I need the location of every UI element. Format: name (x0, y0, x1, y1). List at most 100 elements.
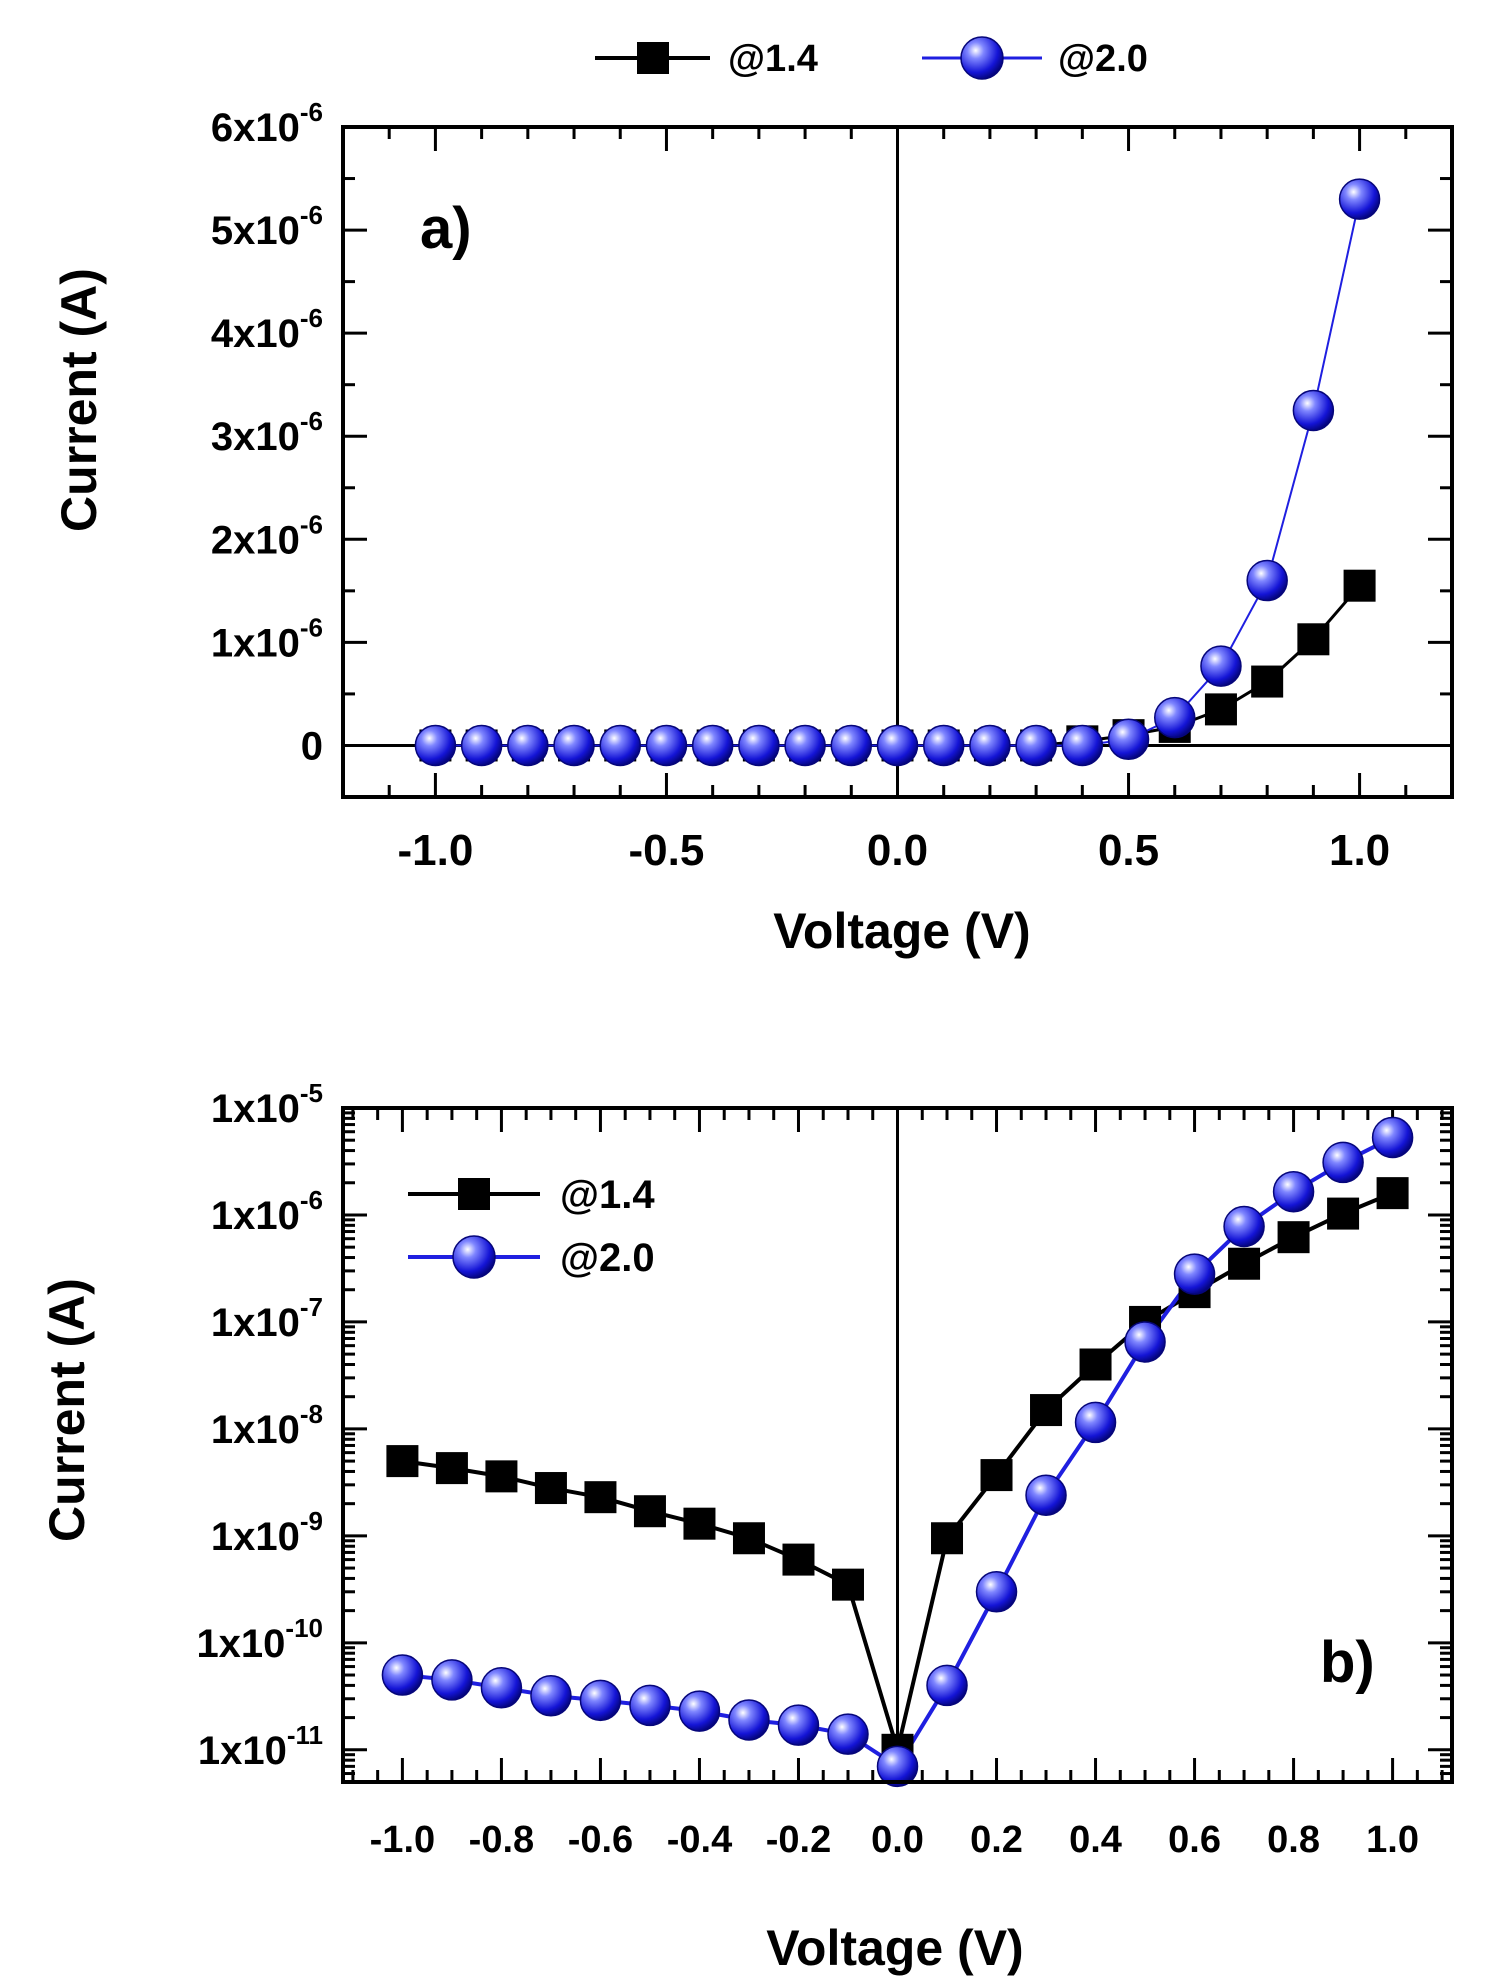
data-point-sphere (1200, 645, 1242, 687)
data-point-square (1277, 1221, 1310, 1254)
plot-frame-a (341, 125, 1454, 799)
legend-top: @1.4 @2.0 (595, 36, 1148, 80)
data-point-square (633, 1495, 666, 1528)
data-point-sphere (1154, 696, 1196, 739)
x-tick-label: 1.0 (1329, 826, 1390, 875)
legend-marker-square-b (458, 1178, 490, 1210)
data-point-sphere (629, 1684, 671, 1727)
data-point-sphere (1272, 1170, 1315, 1213)
data-point-sphere (830, 724, 873, 767)
legend-item-series-1: @1.4 (595, 38, 818, 80)
data-point-sphere (645, 724, 688, 767)
data-point-sphere (530, 1675, 572, 1717)
data-point-square (386, 1445, 419, 1478)
panel-label-b: b) (1320, 1630, 1375, 1695)
x-tick-label: 0.0 (867, 826, 928, 875)
data-point-sphere (381, 1654, 424, 1696)
panel-label-a: a) (420, 196, 472, 261)
data-point-sphere (1223, 1205, 1265, 1248)
data-point-sphere (431, 1659, 473, 1701)
data-point-sphere (1015, 724, 1057, 767)
y-tick-label: 1x10-6 (211, 1185, 323, 1238)
x-axis-label-b: Voltage (V) (766, 1920, 1023, 1976)
data-point-sphere (1025, 1474, 1067, 1516)
chart-panel-a: @1.4 @2.0 -1.0 -0.5 0.0 0.5 1.0 0 1x10-6 2x10-6… (51, 36, 1454, 959)
data-point-sphere (926, 1664, 968, 1707)
x-tick-label: 0.0 (871, 1819, 924, 1861)
data-point-sphere (1292, 389, 1335, 432)
legend-marker-sphere-b (452, 1235, 496, 1279)
legend-label-series-1: @1.4 (728, 38, 818, 80)
legend-label-series-2-b: @2.0 (560, 1236, 655, 1280)
y-tick-label: 4x10-6 (211, 303, 323, 356)
data-point-sphere (414, 724, 457, 767)
data-point-square (931, 1522, 964, 1555)
data-point-square (1030, 1394, 1063, 1427)
y-tick-label: 1x10-5 (211, 1078, 323, 1131)
x-tick-label: -0.2 (766, 1819, 831, 1861)
data-point-sphere (1371, 1116, 1414, 1159)
data-point-square (831, 1568, 864, 1601)
y-tick-label: 2x10-6 (211, 509, 323, 562)
axis-tick-labels-b: -1.0 -0.8 -0.6 -0.4 -0.2 0.0 0.2 0.4 0.6 0.8 1.0 1x… (196, 1078, 1419, 1861)
data-point-square (782, 1543, 815, 1576)
data-point-sphere (969, 724, 1011, 767)
data-point-sphere (1246, 559, 1288, 602)
x-tick-label: -1.0 (398, 826, 474, 875)
legend-marker-square (637, 42, 669, 74)
data-point-square (1327, 1197, 1360, 1230)
data-point-sphere (876, 1745, 919, 1788)
data-point-square (1079, 1348, 1112, 1381)
x-tick-label: 0.2 (970, 1819, 1023, 1861)
data-point-sphere (777, 1704, 820, 1746)
series-group-b (381, 1116, 1414, 1788)
data-point-square (435, 1452, 468, 1485)
data-point-sphere (827, 1713, 869, 1755)
plot-frame-b (341, 1106, 1454, 1784)
data-point-sphere (691, 724, 734, 767)
data-point-square (1297, 623, 1330, 656)
x-tick-label: -1.0 (370, 1819, 435, 1861)
y-tick-label: 1x10-6 (211, 612, 323, 665)
y-tick-label: 0 (301, 724, 323, 768)
data-point-sphere (1074, 1401, 1117, 1444)
data-point-sphere (460, 724, 503, 767)
data-point-sphere (1124, 1321, 1166, 1363)
data-point-sphere (1322, 1141, 1364, 1184)
data-point-square (732, 1522, 765, 1555)
x-tick-label: -0.8 (469, 1819, 534, 1861)
y-tick-label: 1x10-7 (211, 1292, 323, 1345)
y-tick-label: 5x10-6 (211, 200, 323, 253)
data-point-sphere (1061, 724, 1104, 767)
x-tick-label: 0.8 (1267, 1819, 1320, 1861)
data-point-square (980, 1459, 1013, 1492)
data-point-sphere (975, 1571, 1018, 1613)
data-point-sphere (579, 1679, 622, 1722)
data-point-sphere (1338, 178, 1381, 220)
x-axis-label-a: Voltage (V) (773, 903, 1030, 959)
data-point-sphere (922, 724, 965, 767)
legend-label-series-2: @2.0 (1058, 38, 1148, 80)
y-tick-label: 3x10-6 (211, 406, 323, 459)
series-group-a (414, 178, 1381, 767)
data-point-sphere (507, 724, 549, 767)
chart-panel-b: -1.0 -0.8 -0.6 -0.4 -0.2 0.0 0.2 0.4 0.6 0.8 1.0 1x… (39, 1078, 1454, 1976)
data-point-sphere (553, 724, 595, 767)
y-tick-label: 6x10-6 (211, 97, 323, 150)
data-point-sphere (1107, 718, 1150, 761)
y-axis-label-b: Current (A) (39, 1278, 95, 1542)
data-point-square (683, 1507, 716, 1540)
x-tick-label: 0.5 (1098, 826, 1159, 875)
data-point-square (534, 1472, 567, 1505)
data-point-sphere (1173, 1253, 1216, 1295)
x-tick-label: -0.4 (667, 1819, 732, 1861)
x-tick-label: 0.4 (1069, 1819, 1122, 1861)
y-tick-label: 1x10-10 (196, 1613, 323, 1666)
data-point-sphere (784, 724, 826, 767)
x-tick-label: 1.0 (1366, 1819, 1419, 1861)
data-point-square (1376, 1177, 1409, 1210)
data-point-square (1343, 569, 1376, 602)
data-point-sphere (876, 724, 919, 767)
data-point-square (1228, 1247, 1261, 1280)
